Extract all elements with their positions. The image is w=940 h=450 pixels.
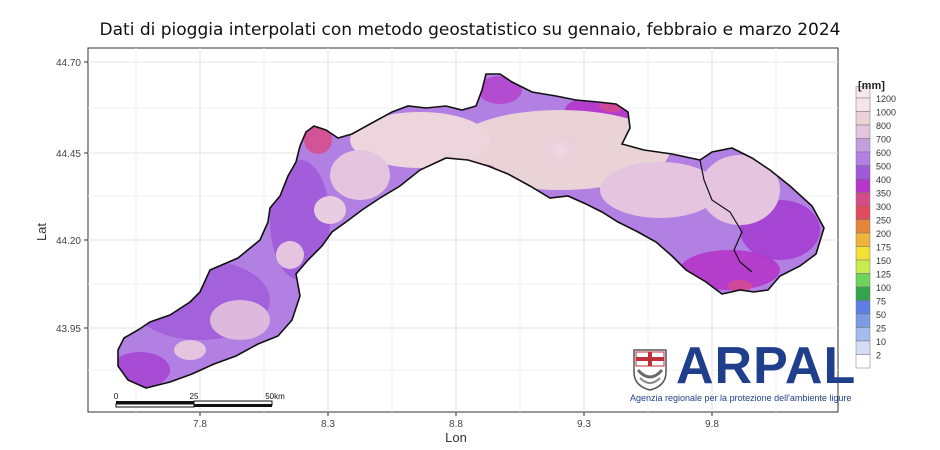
legend-swatch <box>855 124 871 139</box>
legend-label: 125 <box>876 270 891 280</box>
legend-swatch <box>855 165 871 180</box>
legend-swatch <box>855 300 871 315</box>
legend-label: 700 <box>876 135 891 145</box>
legend-swatch <box>855 138 871 153</box>
legend-label: 100 <box>876 283 891 293</box>
scale-label: 0 <box>114 392 119 401</box>
x-tick-label: 9.8 <box>705 419 719 430</box>
x-tick-label: 9.3 <box>577 419 591 430</box>
legend-label: 800 <box>876 121 891 131</box>
y-tick-label: 43.95 <box>56 324 81 335</box>
map-title: Dati di pioggia interpolati con metodo g… <box>99 20 841 40</box>
legend-swatch <box>855 151 871 166</box>
legend-label: 10 <box>876 337 886 347</box>
province-border <box>699 159 753 273</box>
legend-label: 175 <box>876 243 891 253</box>
legend-label: 300 <box>876 202 891 212</box>
y-tick-label: 44.45 <box>56 149 81 160</box>
x-tick-label: 7.8 <box>193 419 207 430</box>
x-tick-label: 8.3 <box>321 419 335 430</box>
legend-swatch <box>855 246 871 261</box>
legend-title: [mm] <box>858 80 885 92</box>
legend-swatch <box>855 273 871 288</box>
legend-label: 200 <box>876 229 891 239</box>
arpal-emblem-icon <box>633 349 667 391</box>
legend-swatch <box>855 219 871 234</box>
legend-label: 2 <box>876 351 881 361</box>
legend-swatch <box>855 178 871 193</box>
legend-swatch <box>855 111 871 126</box>
legend-label: 150 <box>876 256 891 266</box>
y-axis-title: Lat <box>34 223 49 241</box>
scale-label: 25 <box>190 392 199 401</box>
legend-swatch <box>855 259 871 274</box>
x-tick-label: 8.8 <box>449 419 463 430</box>
legend-label: 500 <box>876 162 891 172</box>
legend-label: 350 <box>876 189 891 199</box>
legend: 1200100080070060050040035030025020017515… <box>855 86 896 369</box>
legend-swatch <box>855 192 871 207</box>
legend-label: 600 <box>876 148 891 158</box>
legend-swatch <box>855 354 871 369</box>
scale-bar: 0 25 50km <box>114 392 285 408</box>
legend-label: 75 <box>876 297 886 307</box>
legend-label: 1200 <box>876 94 896 104</box>
legend-label: 25 <box>876 324 886 334</box>
y-tick-label: 44.70 <box>56 58 81 69</box>
legend-swatch <box>855 205 871 220</box>
legend-swatch <box>855 232 871 247</box>
legend-swatch <box>855 327 871 342</box>
y-tick-label: 44.20 <box>56 236 81 247</box>
x-axis-title: Lon <box>445 430 467 445</box>
legend-label: 250 <box>876 216 891 226</box>
legend-swatch <box>855 97 871 112</box>
legend-label: 50 <box>876 310 886 320</box>
legend-swatch <box>855 313 871 328</box>
legend-swatch <box>855 286 871 301</box>
arpal-subtitle: Agenzia regionale per la protezione dell… <box>630 393 852 403</box>
scale-label: 50km <box>265 392 285 401</box>
legend-label: 400 <box>876 175 891 185</box>
legend-swatch <box>855 340 871 355</box>
legend-label: 1000 <box>876 108 896 118</box>
arpal-logo: ARPAL <box>676 337 857 395</box>
